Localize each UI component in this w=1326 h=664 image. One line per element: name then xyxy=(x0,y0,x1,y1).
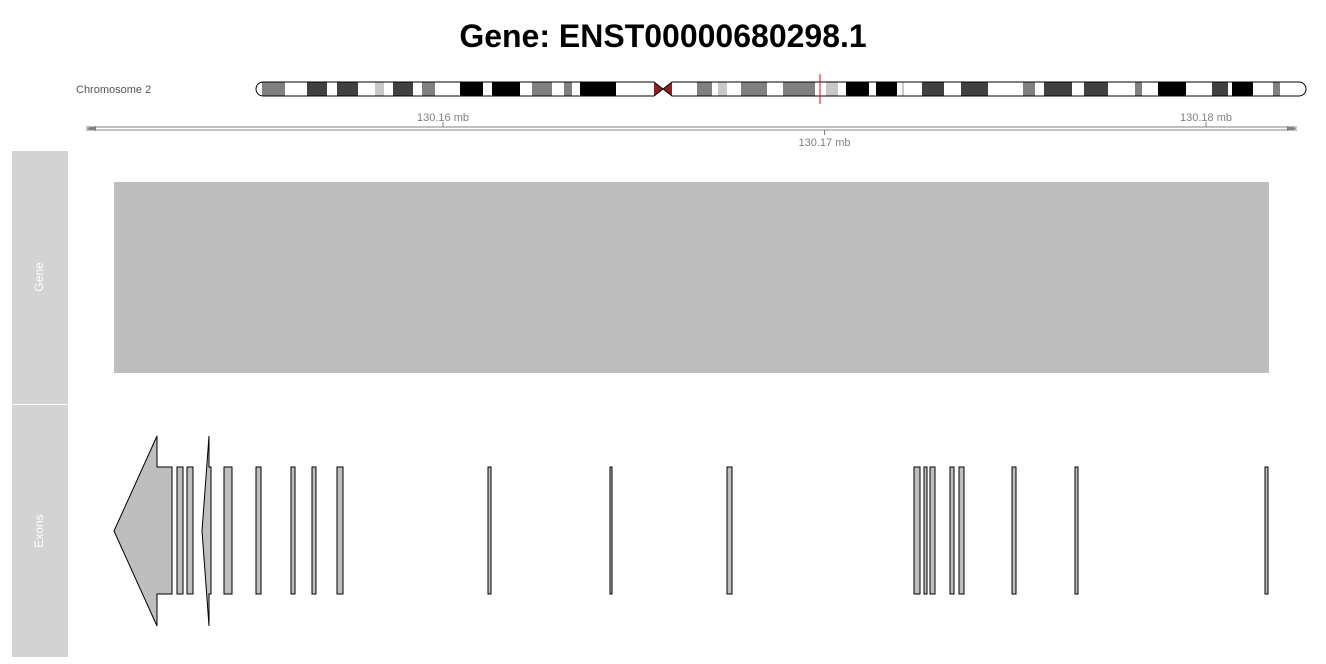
chromosome-band xyxy=(1212,82,1228,96)
exon-feature xyxy=(609,466,613,595)
chromosome-band xyxy=(876,82,897,96)
chromosome-band xyxy=(580,82,616,96)
chromosome-band xyxy=(393,82,413,96)
chromosome-band xyxy=(922,82,944,96)
axis-tick-label: 130.16 mb xyxy=(417,112,469,124)
exon-feature xyxy=(726,466,733,595)
chromosome-band xyxy=(460,82,483,96)
chromosome-band xyxy=(564,82,572,96)
chromosome-band xyxy=(1023,82,1035,96)
chromosome-band xyxy=(741,82,767,96)
exon-feature xyxy=(186,466,194,595)
chromosome-band xyxy=(783,82,815,96)
exon-feature xyxy=(311,466,317,595)
exon-arrow-feature xyxy=(113,435,173,627)
exon-feature xyxy=(929,466,936,595)
exon-feature xyxy=(949,466,955,595)
chromosome-band xyxy=(1084,82,1108,96)
exon-feature xyxy=(336,466,344,595)
exon-feature xyxy=(176,466,184,595)
figure-title: Gene: ENST00000680298.1 xyxy=(459,18,867,54)
exon-feature xyxy=(1074,466,1079,595)
chromosome-band xyxy=(422,82,435,96)
chromosome-band xyxy=(307,82,327,96)
axis-tick-label: 130.17 mb xyxy=(799,137,851,149)
chromosome-band xyxy=(1273,82,1280,96)
exon-feature xyxy=(913,466,921,595)
chromosome-band xyxy=(697,82,712,96)
gene-panel-strip xyxy=(12,151,68,404)
exon-feature xyxy=(223,466,233,595)
track-panel-exons: Exons xyxy=(12,405,68,657)
exon-feature xyxy=(958,466,965,595)
chromosome-band xyxy=(337,82,358,96)
chromosome-band xyxy=(826,82,838,96)
axis-arrow-right xyxy=(1287,126,1297,131)
chromosome-band xyxy=(961,82,988,96)
chromosome-band xyxy=(492,82,520,96)
chromosome-outline xyxy=(255,81,1307,97)
exon-feature xyxy=(1011,466,1017,595)
chromosome-band xyxy=(1158,82,1186,96)
gene-body-feature xyxy=(114,182,1269,373)
exons-panel-label: Exons xyxy=(32,514,46,547)
chromosome-band xyxy=(262,82,285,96)
exons-panel-strip xyxy=(12,405,68,657)
chromosome-band xyxy=(375,82,384,96)
chromosome-band xyxy=(532,82,552,96)
chromosome-band xyxy=(846,82,869,96)
chromosome-band xyxy=(1044,82,1072,96)
chromosome-ideogram xyxy=(255,74,1307,104)
exon-feature xyxy=(487,466,492,595)
track-panel-gene: Gene xyxy=(12,151,68,404)
exon-feature xyxy=(1264,466,1269,595)
chromosome-band xyxy=(1135,82,1142,96)
chromosome-band xyxy=(1232,82,1253,96)
gene-panel-label: Gene xyxy=(32,262,46,292)
chromosome-label: Chromosome 2 xyxy=(76,84,152,96)
chromosome-band xyxy=(902,82,904,96)
axis-arrow-left xyxy=(86,126,96,131)
exon-features xyxy=(113,435,1269,627)
exon-feature xyxy=(255,466,262,595)
exon-feature xyxy=(923,466,928,595)
exon-feature xyxy=(290,466,296,595)
exon-arrow-feature xyxy=(201,435,212,627)
chromosome-band xyxy=(718,82,727,96)
axis-tick-label: 130.18 mb xyxy=(1180,112,1232,124)
genome-axis: 130.16 mb 130.17 mb 130.18 mb xyxy=(86,112,1297,149)
